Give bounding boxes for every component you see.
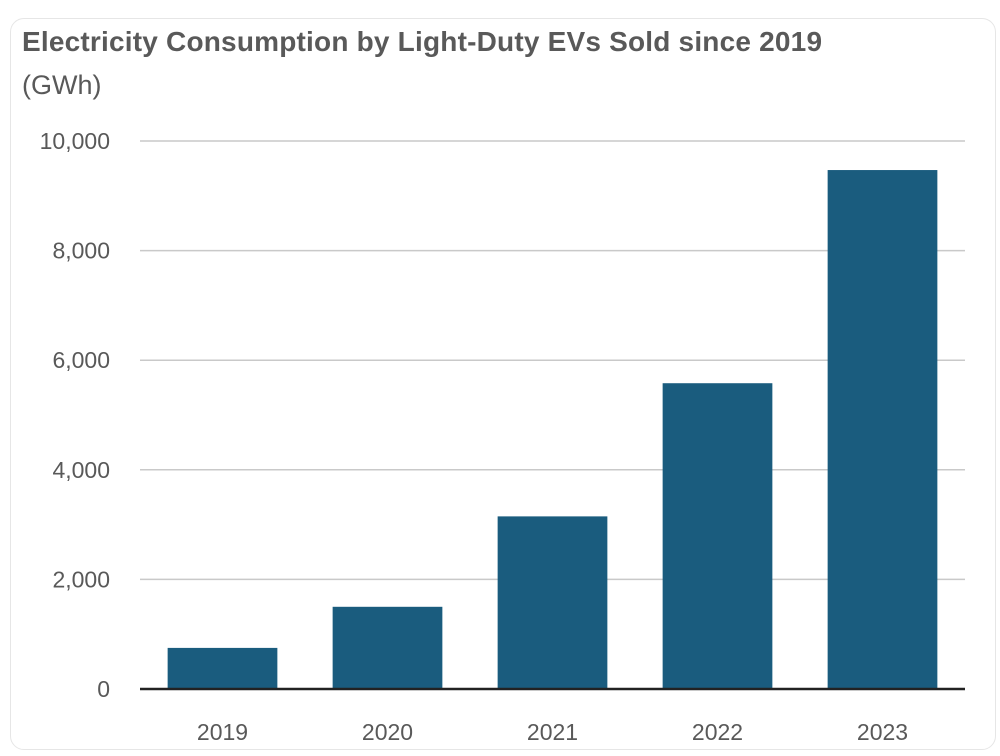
gridlines bbox=[140, 140, 965, 581]
x-tick-label: 2020 bbox=[362, 719, 413, 745]
y-axis-ticks: 0 2,000 4,000 6,000 8,000 10,000 bbox=[40, 128, 110, 702]
bar-2019 bbox=[167, 647, 278, 689]
bars bbox=[167, 170, 938, 689]
chart-title: Electricity Consumption by Light-Duty EV… bbox=[22, 26, 823, 57]
y-tick-label: 0 bbox=[97, 676, 110, 702]
x-tick-label: 2019 bbox=[197, 719, 248, 745]
y-tick-label: 8,000 bbox=[52, 238, 110, 264]
bar-2023 bbox=[827, 170, 938, 689]
y-tick-label: 4,000 bbox=[52, 457, 110, 483]
x-axis-ticks: 2019 2020 2021 2022 2023 bbox=[197, 719, 908, 745]
y-tick-label: 6,000 bbox=[52, 347, 110, 373]
bar-2020 bbox=[332, 606, 443, 689]
y-tick-label: 2,000 bbox=[52, 566, 110, 592]
x-tick-label: 2022 bbox=[692, 719, 743, 745]
bar-2021 bbox=[497, 516, 608, 689]
bar-2022 bbox=[662, 383, 773, 689]
y-axis-unit-label: (GWh) bbox=[22, 70, 102, 100]
x-tick-label: 2023 bbox=[857, 719, 908, 745]
y-tick-label: 10,000 bbox=[40, 128, 110, 154]
x-tick-label: 2021 bbox=[527, 719, 578, 745]
